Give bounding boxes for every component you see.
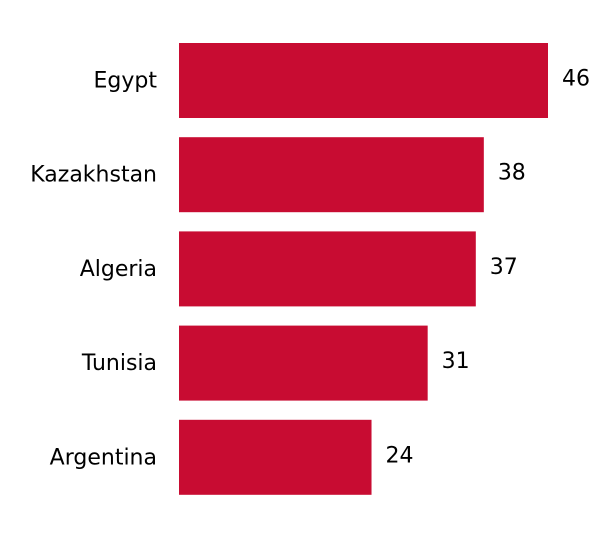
category-label: Tunisia [81, 351, 157, 376]
value-label: 46 [562, 67, 590, 92]
value-label: 24 [386, 443, 414, 468]
bar [179, 231, 476, 307]
category-label: Egypt [94, 69, 158, 94]
category-label: Kazakhstan [30, 163, 157, 188]
value-label: 31 [442, 349, 470, 374]
category-label: Argentina [50, 445, 157, 470]
bar [179, 325, 428, 401]
bar [179, 43, 548, 118]
bar [179, 137, 484, 213]
bar [179, 419, 372, 495]
value-label: 37 [490, 255, 518, 280]
value-label: 38 [498, 161, 526, 186]
category-label: Algeria [80, 257, 157, 282]
